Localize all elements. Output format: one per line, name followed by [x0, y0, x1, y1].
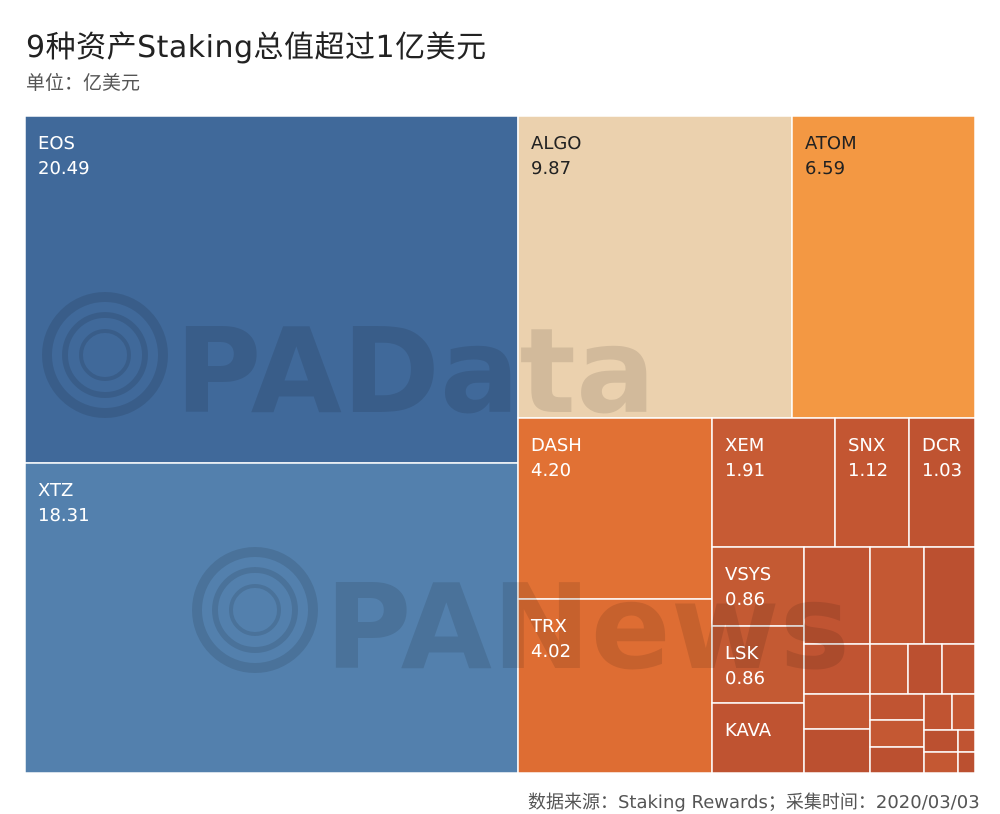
treemap-minor-cell [869, 746, 925, 774]
treemap-minor-cell [803, 693, 871, 730]
cell-name-snx: SNX [848, 435, 885, 456]
cell-name-vsys: VSYS [725, 564, 771, 585]
cell-value-algo: 9.87 [531, 158, 571, 179]
cell-value-vsys: 0.86 [725, 589, 765, 610]
treemap-minor-cell [923, 693, 953, 731]
treemap-minor-cell [923, 751, 959, 774]
cell-value-atom: 6.59 [805, 158, 845, 179]
treemap-minor-cell [803, 728, 871, 774]
treemap-minor-cell [869, 719, 925, 748]
cell-name-dash: DASH [531, 435, 582, 456]
watermark-padata: PAData [175, 302, 656, 440]
treemap-minor-cell [907, 643, 943, 695]
treemap-minor-cell [923, 546, 976, 645]
cell-name-dcr: DCR [922, 435, 961, 456]
treemap-minor-cell [957, 751, 976, 774]
treemap-minor-cell [957, 729, 976, 753]
cell-name-lsk: LSK [725, 643, 759, 664]
treemap-minor-cell [803, 643, 871, 695]
treemap-minor-cell [869, 643, 909, 695]
cell-value-lsk: 0.86 [725, 668, 765, 689]
cell-value-eos: 20.49 [38, 158, 90, 179]
treemap-cell-trx [517, 598, 713, 774]
cell-name-xem: XEM [725, 435, 764, 456]
cell-name-kava: KAVA [725, 720, 772, 741]
cell-name-xtz: XTZ [38, 480, 73, 501]
chart-title: 9种资产Staking总值超过1亿美元 [26, 30, 487, 65]
cell-name-algo: ALGO [531, 133, 581, 154]
cell-name-atom: ATOM [805, 133, 857, 154]
cell-value-xtz: 18.31 [38, 505, 90, 526]
treemap-cell-eos [24, 115, 519, 464]
treemap-minor-cell [951, 693, 976, 731]
treemap-minor-cell [923, 729, 959, 753]
cell-value-dash: 4.20 [531, 460, 571, 481]
cell-value-snx: 1.12 [848, 460, 888, 481]
data-source-note: 数据来源：Staking Rewards；采集时间：2020/03/03 [528, 792, 980, 813]
treemap-cell-algo [517, 115, 793, 419]
cell-value-dcr: 1.03 [922, 460, 962, 481]
cell-value-xem: 1.91 [725, 460, 765, 481]
treemap-minor-cell [869, 693, 925, 721]
treemap-cell-snx [834, 417, 910, 548]
cell-name-eos: EOS [38, 133, 75, 154]
watermark-logo-icon-2 [192, 547, 318, 673]
watermark-logo-icon [42, 292, 168, 418]
cell-value-trx: 4.02 [531, 641, 571, 662]
treemap-cell-xem [711, 417, 836, 548]
treemap-cell-kava [711, 702, 805, 774]
treemap-cell-dcr [908, 417, 976, 548]
treemap-minor-cell [941, 643, 976, 695]
treemap-minor-cell [869, 546, 925, 645]
treemap-cell-vsys [711, 546, 805, 627]
cell-name-trx: TRX [530, 616, 567, 637]
chart-subtitle: 单位：亿美元 [26, 72, 141, 94]
watermark-panews: PANews [325, 558, 850, 696]
